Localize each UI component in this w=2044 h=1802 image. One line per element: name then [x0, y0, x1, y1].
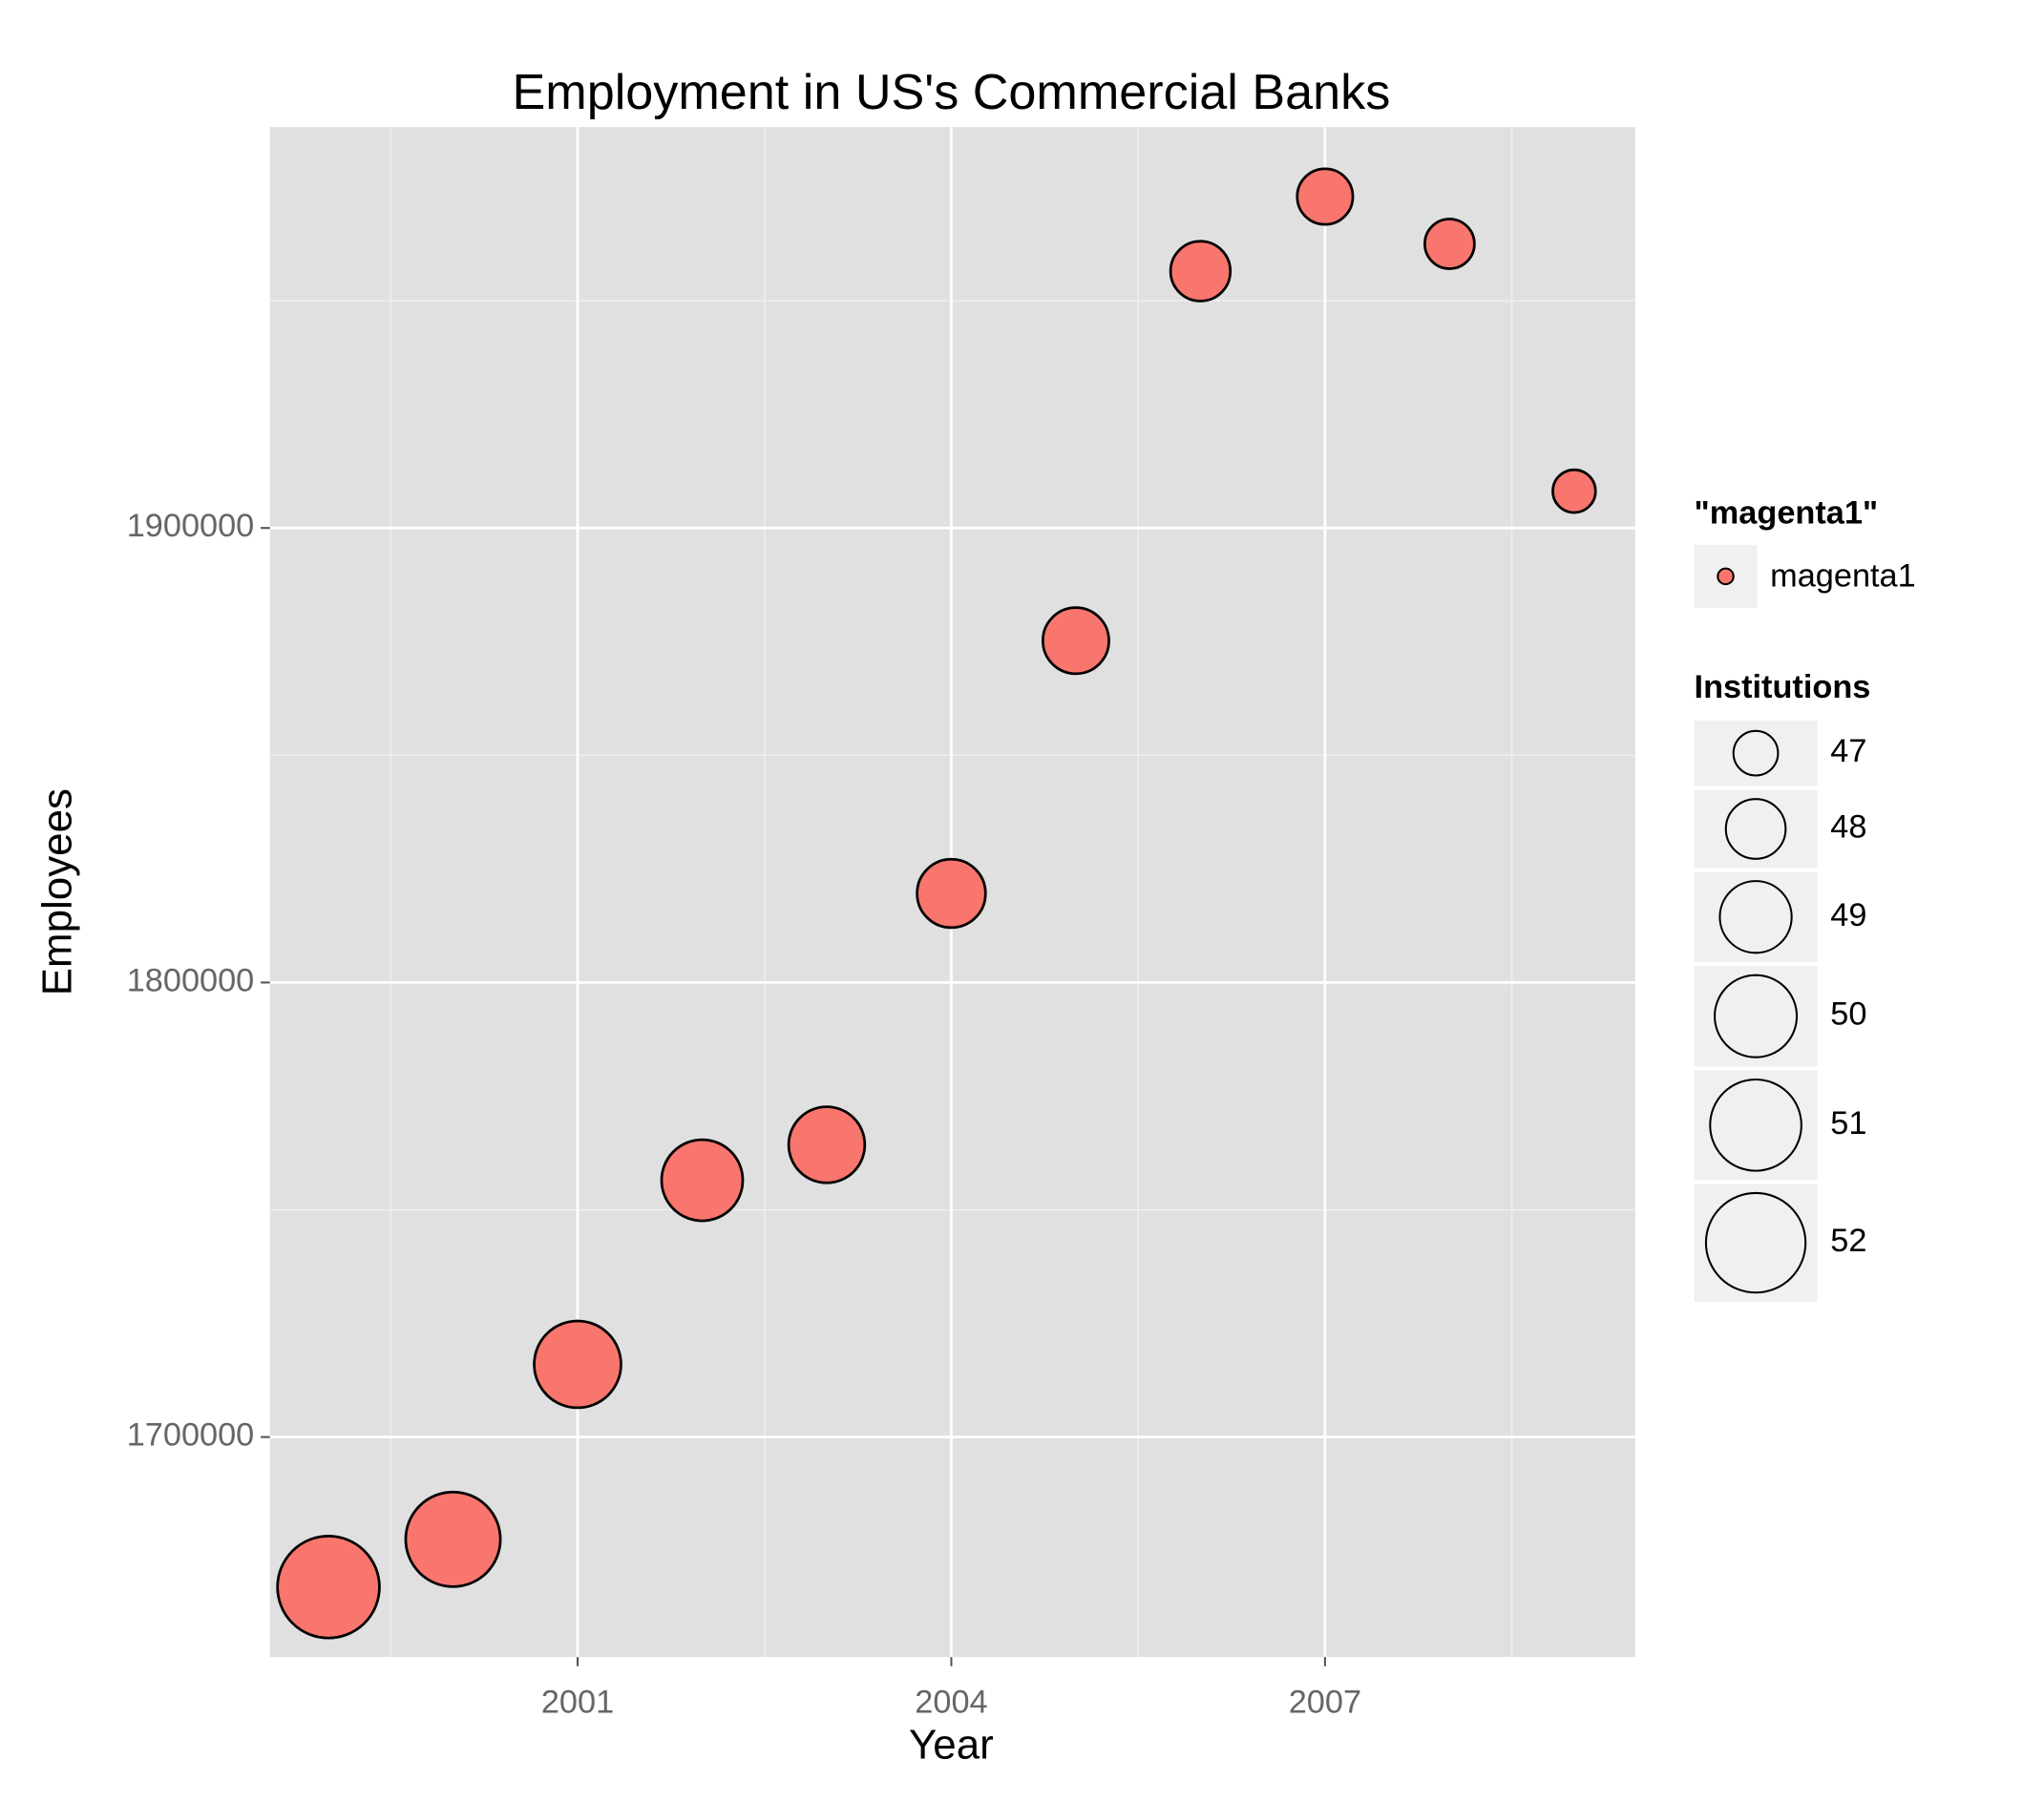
legend-label: 50 [1830, 996, 1866, 1033]
y-axis-label: Employees [34, 788, 81, 995]
legend-size-symbol [1732, 729, 1780, 777]
legend-label: 47 [1830, 733, 1866, 769]
legend-label: 51 [1830, 1105, 1866, 1142]
bubble [1041, 606, 1110, 676]
bubble [1296, 167, 1355, 226]
bubble [1169, 240, 1233, 303]
legend-title: Institutions [1695, 669, 1871, 705]
bubble [916, 857, 987, 930]
bubble [787, 1105, 867, 1184]
legend-size-symbol [1718, 880, 1793, 954]
legend-label: 52 [1830, 1223, 1866, 1259]
legend-key [1694, 789, 1818, 869]
x-tick-label: 2004 [915, 1685, 987, 1721]
chart-title: Employment in US's Commercial Banks [512, 65, 1390, 120]
bubble [276, 1535, 381, 1640]
legend-size-symbol [1709, 1078, 1802, 1172]
bubble [1423, 218, 1476, 270]
bubble [660, 1138, 745, 1223]
legend-key [1694, 871, 1818, 962]
bubble [1551, 468, 1597, 514]
y-tick-label: 1900000 [127, 508, 255, 544]
bubble [533, 1319, 622, 1410]
legend-label: 49 [1830, 897, 1866, 933]
legend-key [1694, 966, 1818, 1067]
x-tick-label: 2001 [541, 1685, 614, 1721]
y-tick-label: 1700000 [127, 1417, 255, 1454]
legend-size-symbol [1714, 974, 1799, 1058]
legend-size-symbol [1724, 798, 1787, 860]
legend-title: "magenta1" [1695, 494, 1879, 531]
x-axis-label: Year [909, 1721, 994, 1768]
bubble [404, 1490, 502, 1588]
legend-size-symbol [1704, 1191, 1807, 1294]
legend-label: magenta1 [1770, 557, 1916, 594]
legend-key [1694, 1184, 1818, 1302]
y-tick-label: 1800000 [127, 962, 255, 998]
legend-key [1694, 1070, 1818, 1181]
legend-symbol [1717, 567, 1735, 586]
legend-label: 48 [1830, 809, 1866, 846]
x-tick-label: 2007 [1289, 1685, 1361, 1721]
